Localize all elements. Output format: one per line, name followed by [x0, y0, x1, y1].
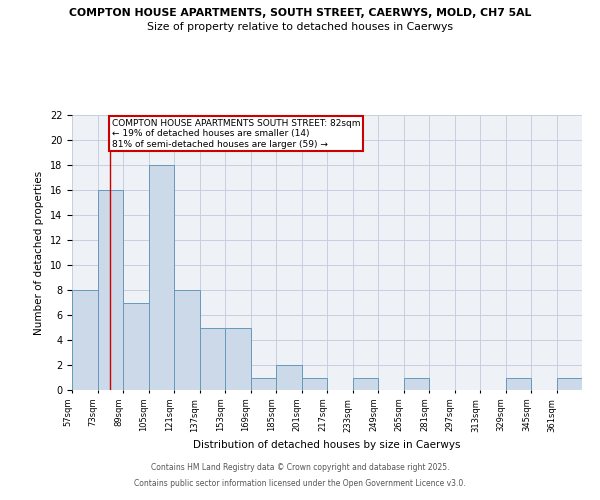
Bar — [199, 328, 225, 390]
X-axis label: Distribution of detached houses by size in Caerwys: Distribution of detached houses by size … — [193, 440, 461, 450]
Text: Contains HM Land Registry data © Crown copyright and database right 2025.: Contains HM Land Registry data © Crown c… — [151, 464, 449, 472]
Text: COMPTON HOUSE APARTMENTS SOUTH STREET: 82sqm
← 19% of detached houses are smalle: COMPTON HOUSE APARTMENTS SOUTH STREET: 8… — [112, 118, 360, 148]
Bar — [72, 290, 97, 390]
Bar — [302, 378, 327, 390]
Text: Contains public sector information licensed under the Open Government Licence v3: Contains public sector information licen… — [134, 478, 466, 488]
Bar — [149, 165, 174, 390]
Bar — [557, 378, 582, 390]
Text: Size of property relative to detached houses in Caerwys: Size of property relative to detached ho… — [147, 22, 453, 32]
Bar — [97, 190, 123, 390]
Bar — [276, 365, 302, 390]
Text: COMPTON HOUSE APARTMENTS, SOUTH STREET, CAERWYS, MOLD, CH7 5AL: COMPTON HOUSE APARTMENTS, SOUTH STREET, … — [69, 8, 531, 18]
Bar — [404, 378, 429, 390]
Bar — [123, 302, 149, 390]
Bar — [353, 378, 378, 390]
Y-axis label: Number of detached properties: Number of detached properties — [34, 170, 44, 334]
Bar — [505, 378, 531, 390]
Bar — [225, 328, 251, 390]
Bar — [251, 378, 276, 390]
Bar — [174, 290, 199, 390]
